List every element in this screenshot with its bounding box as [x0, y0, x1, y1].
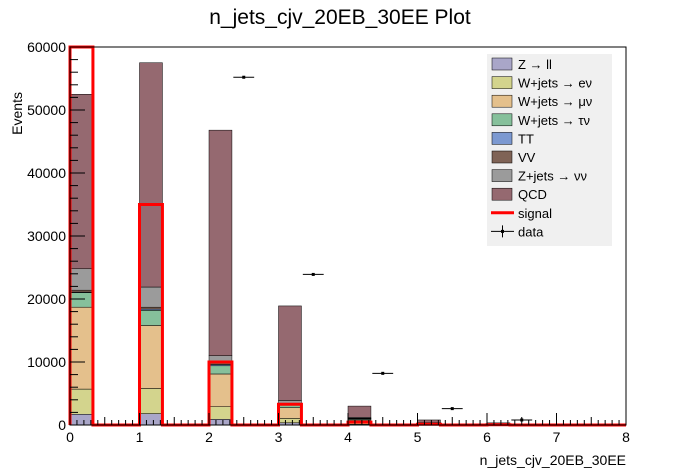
bar-qcd-1	[139, 62, 163, 288]
x-tick-label: 4	[344, 429, 352, 445]
bar-w-jets-e--0	[69, 388, 94, 415]
bar-vv-1	[139, 306, 163, 310]
bar-w-jets-e--1	[139, 388, 163, 414]
bar-qcd-0	[69, 94, 94, 270]
y-tick-label: 60000	[27, 39, 66, 55]
x-axis-label: n_jets_cjv_20EB_30EE	[480, 452, 626, 468]
bar-w-jets--0	[69, 306, 94, 390]
x-tick-label: 0	[66, 429, 74, 445]
x-tick-label: 7	[553, 429, 561, 445]
axes: 0 1 2 3 4 5 6 7 8 0 10000 20000 30000 40000 50000 60000	[27, 39, 630, 445]
legend-label-w-jets-: W+jets → μν	[518, 94, 592, 109]
y-tick-label: 0	[58, 417, 66, 433]
x-tick-label: 3	[275, 429, 283, 445]
x-tick-label: 5	[414, 429, 422, 445]
bar-z-jets--1	[139, 286, 163, 308]
y-tick-label: 20000	[27, 291, 66, 307]
bar-w-jets-e--3	[278, 418, 302, 424]
chart-title: n_jets_cjv_20EB_30EE Plot	[209, 6, 471, 29]
bar-z-ll-2	[208, 419, 233, 426]
legend-swatch-z-jets-	[491, 169, 513, 182]
bar-z-jets--0	[69, 268, 94, 291]
bar-w-jets-e--2	[208, 406, 233, 420]
x-tick-label: 6	[483, 429, 491, 445]
data-point-5	[450, 407, 454, 411]
bar-w-jets--1	[139, 310, 163, 326]
data-point-3	[311, 272, 315, 276]
x-tick-label: 8	[622, 429, 630, 445]
y-tick-label: 40000	[27, 165, 66, 181]
bar-vv-0	[69, 289, 94, 293]
legend-label-data: data	[518, 224, 544, 239]
legend: Z → ll W+jets → eν W+jets → μν W+jets → τν T…	[487, 54, 612, 246]
data-point-4	[381, 371, 385, 375]
bar-qcd-3	[278, 305, 302, 401]
legend-swatch-w-jets-	[491, 113, 513, 127]
y-tick-label: 10000	[27, 354, 66, 370]
legend-swatch-tt	[491, 132, 513, 145]
legend-swatch-w-jets-	[491, 94, 513, 108]
y-tick-label: 50000	[27, 102, 66, 118]
bar-qcd-5	[417, 419, 441, 423]
bar-w-jets--3	[278, 407, 302, 419]
stack-bars	[69, 62, 511, 426]
legend-label-w-jets-: W+jets → τν	[518, 113, 590, 128]
legend-label-z-ll: Z → ll	[518, 57, 552, 72]
legend-swatch-z-ll	[491, 57, 513, 71]
legend-swatch-qcd	[491, 187, 513, 201]
x-tick-label: 1	[136, 429, 144, 445]
data-point-2	[242, 75, 246, 79]
bar-qcd-2	[208, 129, 233, 356]
x-tick-label: 2	[205, 429, 213, 445]
bar-z-ll-1	[139, 413, 163, 426]
bar-w-jets--2	[208, 365, 233, 375]
bar-w-jets--2	[208, 373, 233, 407]
legend-label-z-jets-: Z+jets → νν	[518, 169, 587, 184]
bar-qcd-4	[347, 405, 372, 418]
bar-w-jets--1	[139, 325, 163, 389]
legend-label-vv: VV	[518, 150, 536, 165]
legend-label-signal: signal	[518, 206, 552, 221]
y-tick-label: 30000	[27, 228, 66, 244]
legend-swatch-w-jets-e-	[491, 76, 513, 89]
bar-z-ll-0	[69, 414, 94, 426]
legend-swatch-data-point	[501, 229, 504, 233]
legend-label-tt: TT	[518, 131, 534, 146]
legend-label-w-jets-e-: W+jets → eν	[518, 76, 592, 91]
bar-w-jets--0	[69, 292, 94, 308]
y-axis-label: Events	[9, 92, 25, 135]
legend-label-qcd: QCD	[518, 187, 547, 202]
legend-swatch-vv	[491, 150, 513, 164]
